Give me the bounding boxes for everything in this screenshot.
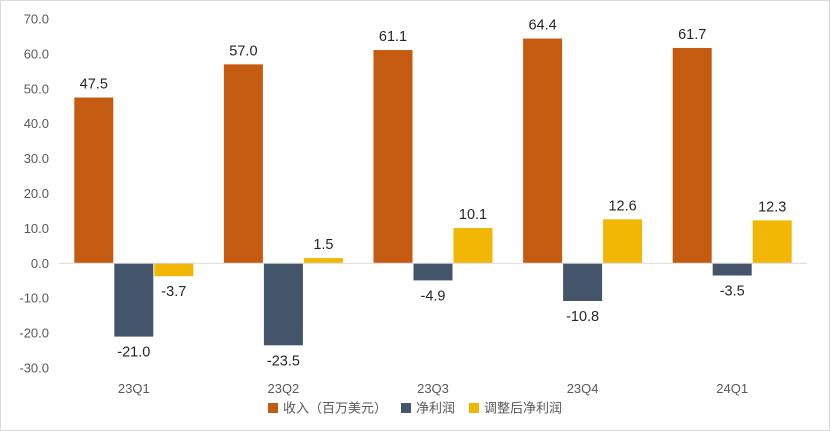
data-label: -23.5 bbox=[267, 353, 300, 369]
x-tick-label: 23Q2 bbox=[267, 381, 299, 396]
legend-swatch bbox=[268, 403, 278, 413]
legend: 收入（百万美元） 净利润 调整后净利润 bbox=[268, 402, 562, 417]
bar bbox=[712, 263, 752, 276]
y-tick-label: -20.0 bbox=[19, 326, 49, 341]
bar bbox=[223, 64, 263, 264]
bar bbox=[413, 263, 453, 281]
bar bbox=[752, 220, 792, 264]
y-tick-label: -30.0 bbox=[19, 361, 49, 376]
x-axis: 23Q1 23Q2 23Q3 23Q4 24Q1 bbox=[118, 381, 748, 396]
legend-label: 调整后净利润 bbox=[484, 402, 562, 417]
bar bbox=[373, 50, 413, 264]
bar bbox=[523, 38, 563, 264]
bars-layer bbox=[74, 38, 792, 346]
data-label: 61.7 bbox=[678, 27, 706, 43]
data-label: -21.0 bbox=[117, 345, 150, 361]
x-tick-label: 24Q1 bbox=[716, 381, 748, 396]
bar bbox=[303, 258, 343, 264]
y-tick-label: 10.0 bbox=[24, 221, 49, 236]
y-tick-label: 30.0 bbox=[24, 151, 49, 166]
data-label: -4.9 bbox=[421, 288, 446, 304]
bar bbox=[603, 219, 643, 264]
legend-label: 收入（百万美元） bbox=[283, 402, 387, 417]
data-label: -3.5 bbox=[720, 284, 745, 300]
y-tick-label: 50.0 bbox=[24, 81, 49, 96]
data-label: -3.7 bbox=[161, 284, 186, 300]
data-label: 10.1 bbox=[459, 207, 487, 223]
data-label: 47.5 bbox=[80, 77, 108, 93]
legend-label: 净利润 bbox=[416, 402, 455, 417]
bar bbox=[74, 97, 114, 264]
data-label: 57.0 bbox=[229, 43, 257, 59]
data-label: 1.5 bbox=[313, 237, 333, 253]
bar bbox=[563, 263, 603, 301]
data-label: 12.3 bbox=[758, 199, 786, 215]
x-tick-label: 23Q1 bbox=[118, 381, 150, 396]
x-tick-label: 23Q4 bbox=[567, 381, 599, 396]
y-tick-label: -10.0 bbox=[19, 291, 49, 306]
data-labels-layer: 47.5 -21.0 -3.7 57.0 -23.5 1.5 61.1 -4.9 10.1 64.… bbox=[80, 18, 787, 370]
x-tick-label: 23Q3 bbox=[417, 381, 449, 396]
data-label: -10.8 bbox=[566, 309, 599, 325]
bar bbox=[453, 228, 493, 264]
bar bbox=[672, 47, 712, 264]
y-tick-label: 70.0 bbox=[24, 12, 49, 27]
y-tick-label: 60.0 bbox=[24, 46, 49, 61]
data-label: 61.1 bbox=[379, 29, 407, 45]
y-tick-label: 20.0 bbox=[24, 186, 49, 201]
legend-swatch bbox=[469, 403, 479, 413]
legend-swatch bbox=[401, 403, 411, 413]
bar bbox=[154, 263, 194, 277]
y-axis: -30.0 -20.0 -10.0 0.0 10.0 20.0 30.0 40.0 50.0 60… bbox=[19, 12, 49, 376]
y-tick-label: 40.0 bbox=[24, 116, 49, 131]
bar bbox=[263, 263, 303, 346]
data-label: 64.4 bbox=[528, 18, 556, 34]
y-tick-label: 0.0 bbox=[31, 256, 49, 271]
bar bbox=[114, 263, 154, 337]
data-label: 12.6 bbox=[608, 198, 636, 214]
